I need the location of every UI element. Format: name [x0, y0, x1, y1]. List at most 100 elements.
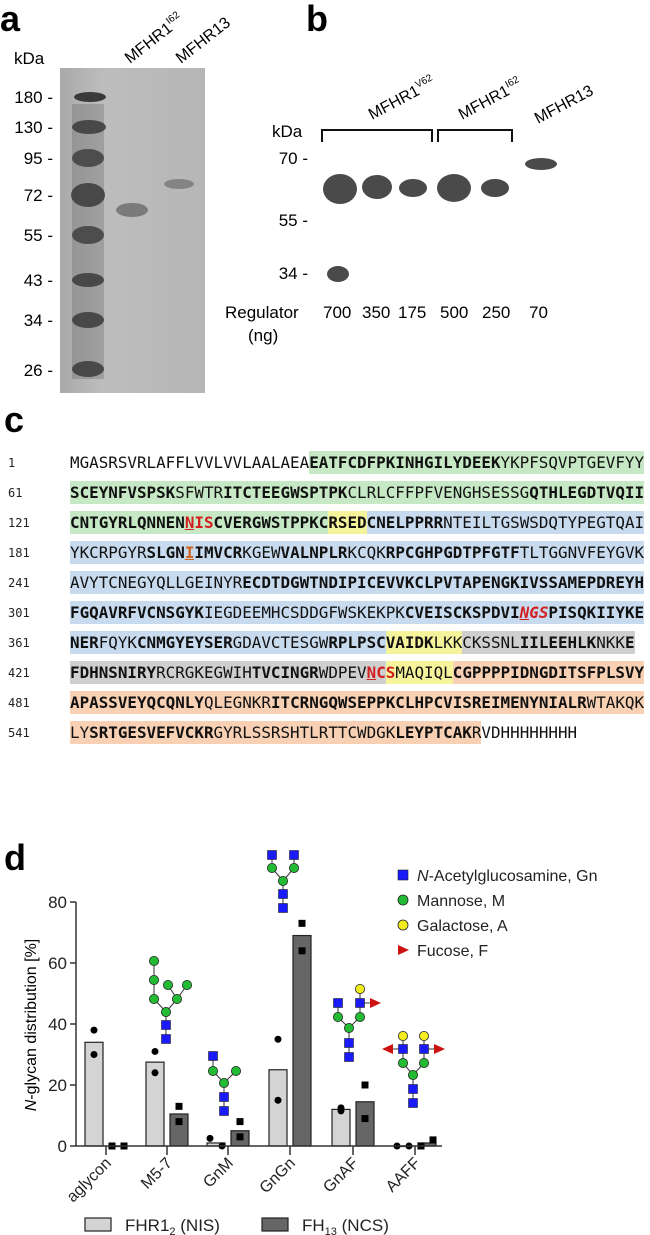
- mannose-icon: [160, 1006, 171, 1017]
- gn-icon: [408, 1098, 418, 1108]
- protein-sequence: 1 MGASRSVRLAFFLVVLVVLAALAEAEATFCDFPKINHGI…: [0, 451, 650, 752]
- x-tick-label: M5-7: [138, 1155, 176, 1193]
- mannose-icon: [218, 1077, 229, 1088]
- glycosylation-site: GS: [529, 601, 549, 624]
- sequence-segment: LY: [70, 721, 90, 744]
- mannose-icon: [266, 862, 277, 873]
- sequence-segment: TVCINGR: [251, 661, 319, 684]
- data-point: [274, 1035, 282, 1043]
- gn-icon: [219, 1092, 229, 1102]
- sequence-line: 541 LYSRTGESVEFVCKRGYRLSSRSHTLRTTCWDGKLEY…: [0, 721, 650, 744]
- galactose-icon: [418, 1030, 429, 1041]
- marker-55: 55 -: [24, 226, 53, 245]
- sequence-segment: RCRGKEGWIH: [156, 661, 252, 684]
- sequence-text: APASSVEYQCQNLYQLEGNKRITCRNGQWSEPPKCLHPCV…: [70, 691, 645, 714]
- sequence-segment: CVERGWSTPPKC: [213, 511, 329, 534]
- sequence-text: YKCRPGYRSLGNIIMVCRKGEWVALNPLRKCQKRPCGHPG…: [70, 541, 645, 564]
- sequence-text: CNTGYRLQNNENNISCVERGWSTPPKCRSEDCNELPPRRN…: [70, 511, 645, 534]
- gn-icon: [278, 903, 288, 913]
- sequence-segment: CGPPPPIDNGDITSFPLSVY: [452, 661, 645, 684]
- bar-fh13: [292, 934, 312, 1147]
- panel-label-a: a: [0, 0, 21, 39]
- glycosylation-site: N: [366, 661, 377, 684]
- gn-icon: [344, 1038, 354, 1048]
- data-point: [151, 1047, 159, 1055]
- y-tick-label: 20: [48, 1076, 67, 1095]
- data-point: [361, 1115, 369, 1123]
- band-mfhr1-i62: [116, 203, 148, 217]
- sequence-segment: RPLPSC: [328, 631, 386, 654]
- panel-label-c: c: [4, 399, 24, 440]
- gn-icon: [289, 850, 299, 860]
- bar-fh13: [355, 1101, 375, 1147]
- sequence-text: AVYTCNEGYQLLGEINYRECDTDGWTNDIPICEVVKCLPV…: [70, 571, 645, 594]
- legend-swatch: [84, 1217, 112, 1232]
- sequence-segment: CNTGYRLQNNEN: [70, 511, 185, 534]
- data-point: [151, 1069, 159, 1077]
- sequence-segment: QLEGNKR: [203, 691, 271, 714]
- sequence-segment: FQYK: [98, 631, 137, 654]
- variant-residue: I: [184, 541, 195, 564]
- y-tick-label: 0: [58, 1137, 67, 1156]
- legend-label: FH13 (NCS): [302, 1216, 389, 1235]
- mannose-icon: [354, 1011, 365, 1022]
- marker-34: 34 -: [24, 311, 53, 330]
- gn-icon: [267, 850, 277, 860]
- sequence-segment: KGEW: [242, 541, 281, 564]
- amount-175: 175: [398, 303, 426, 322]
- sequence-segment: LEYPTCAK: [395, 721, 472, 744]
- sequence-segment: APASSVEYQCQNLY: [70, 691, 204, 714]
- sequence-text: MGASRSVRLAFFLVVLVVLAALAEAEATFCDFPKINHGIL…: [70, 451, 645, 474]
- sequence-segment: NTEILTGSWSDQTYPEGTQAI: [443, 511, 645, 534]
- sequence-segment: CVEISCKSPDVI: [404, 601, 520, 624]
- amount-250: 250: [482, 303, 510, 322]
- group-label-mfhr1-i62: MFHR1I62: [455, 74, 525, 123]
- gn-icon: [397, 869, 409, 881]
- sequence-segment: SRTGESVEFVCKR: [89, 721, 214, 744]
- mannose-icon: [277, 876, 288, 887]
- x-tick-label: aglycon: [64, 1155, 115, 1206]
- sequence-segment: E: [624, 631, 635, 654]
- y-tick-label: 40: [48, 1015, 67, 1034]
- sequence-segment: LKK: [433, 631, 463, 654]
- bracket-mfhr1-i62: [437, 129, 513, 142]
- sequence-line: 181 YKCRPGYRSLGNIIMVCRKGEWVALNPLRKCQKRPCG…: [0, 541, 650, 564]
- sequence-segment: CLRLCFFPFVENGHSESSG: [347, 481, 530, 504]
- gn-icon: [208, 1051, 218, 1061]
- sequence-segment: MAQIQL: [395, 661, 453, 684]
- sequence-line: 301 FGQAVRFVCNSGYKIEGDEEMHCSDDGFWSKEKPKCV…: [0, 601, 650, 624]
- y-tick-label: 80: [48, 893, 67, 912]
- sequence-segment: FDHNSNIRY: [70, 661, 157, 684]
- gn-icon: [355, 998, 365, 1008]
- gn-icon: [219, 1106, 229, 1116]
- sequence-segment: RPCGHPGDTPFGTF: [385, 541, 520, 564]
- marker-43: 43 -: [24, 271, 53, 290]
- amount-700: 700: [323, 303, 351, 322]
- kda-label-b: kDa: [272, 122, 303, 141]
- mannose-icon: [332, 1011, 343, 1022]
- residue-number: 481: [8, 696, 30, 710]
- gn-icon: [161, 1020, 171, 1030]
- data-point: [236, 1118, 244, 1126]
- fucose-icon: [398, 945, 409, 955]
- group-label-mfhr13: MFHR13: [532, 82, 597, 127]
- sequence-segment: GDAVCTESGW: [232, 631, 329, 654]
- sequence-segment: WTAKQK: [586, 691, 645, 714]
- gn-icon: [344, 1052, 354, 1062]
- sequence-line: 121 CNTGYRLQNNENNISCVERGWSTPPKCRSEDCNELPP…: [0, 511, 650, 534]
- marker-95: 95 -: [24, 149, 53, 168]
- sequence-segment: EATFCDFPKINHGILYDEEK: [309, 451, 501, 474]
- fucose-icon: [434, 1044, 445, 1054]
- residue-number: 181: [8, 546, 30, 560]
- gn-icon: [278, 889, 288, 899]
- mannose-icon: [181, 979, 192, 990]
- gn-icon: [333, 998, 343, 1008]
- x-tick-label: GnAF: [320, 1155, 362, 1197]
- fucose-icon: [382, 1044, 393, 1054]
- sequence-segment: IILEEHLK: [519, 631, 597, 654]
- sequence-segment: YKCRPGYR: [70, 541, 147, 564]
- glycosylation-site: IS: [194, 511, 214, 534]
- residue-number: 61: [8, 486, 23, 500]
- gn-icon: [161, 1034, 171, 1044]
- x-tick-label: GnGn: [257, 1155, 299, 1197]
